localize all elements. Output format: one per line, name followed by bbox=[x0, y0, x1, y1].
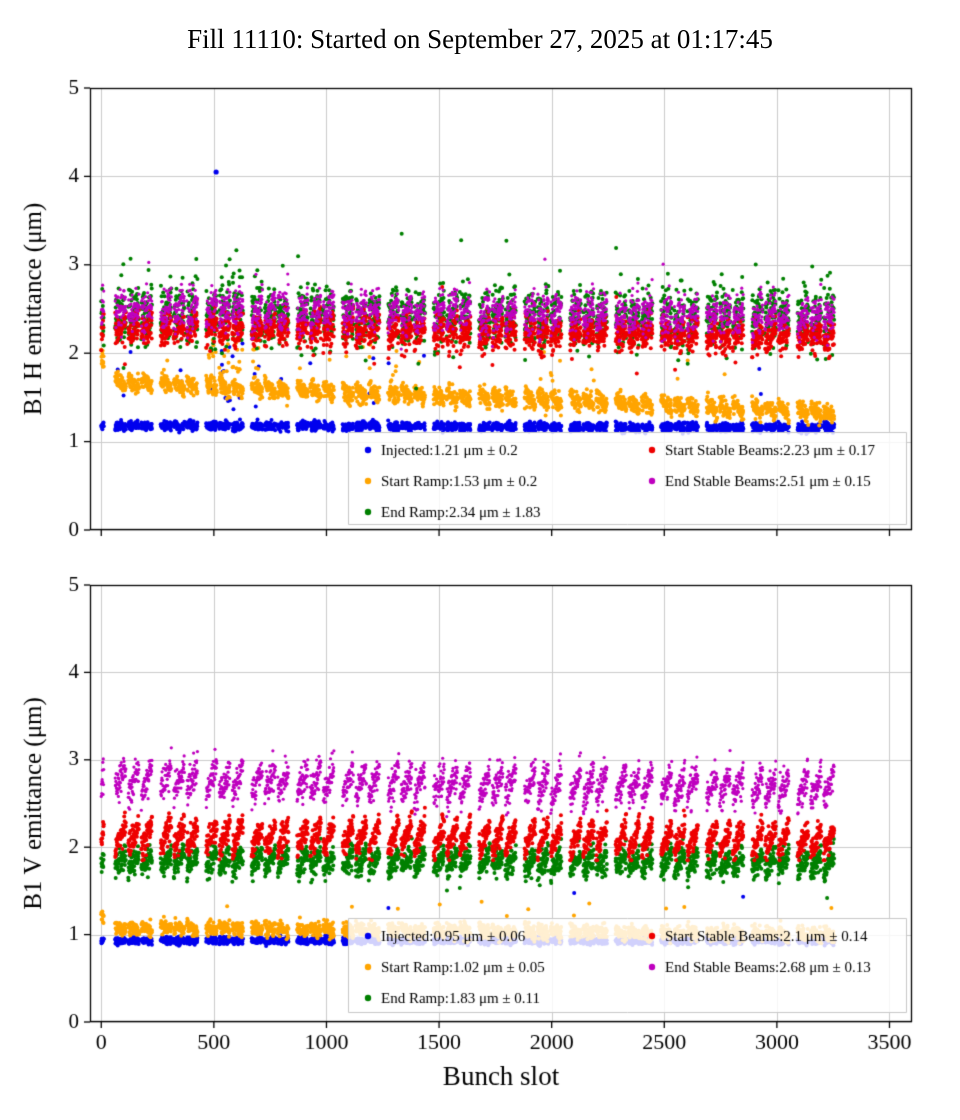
figure-root: Fill 11110: Started on September 27, 202… bbox=[0, 0, 960, 1120]
emittance-chart-canvas bbox=[0, 0, 960, 1120]
